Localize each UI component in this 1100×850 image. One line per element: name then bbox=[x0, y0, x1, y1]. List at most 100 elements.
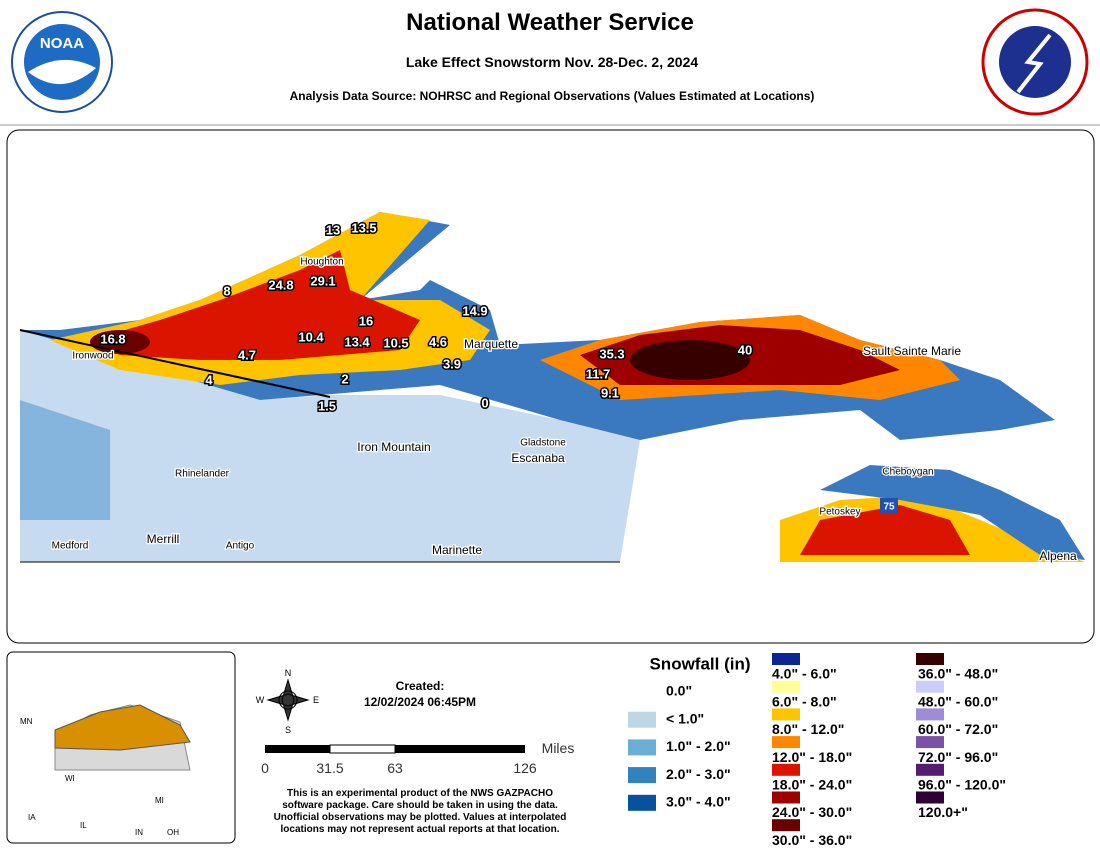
inset-label: IA bbox=[28, 813, 36, 822]
logo-text: NOAA bbox=[40, 35, 84, 52]
snow-region bbox=[90, 250, 420, 360]
legend-swatch bbox=[772, 791, 800, 804]
legend-title: Snowfall (in) bbox=[649, 654, 750, 673]
obs: 4.7 bbox=[238, 347, 256, 362]
inset-label: MN bbox=[20, 717, 33, 726]
legend-swatch bbox=[916, 680, 944, 693]
inset-label: IL bbox=[80, 821, 87, 830]
disclaimer: software package. Care should be taken i… bbox=[282, 800, 558, 811]
highway-label: 75 bbox=[883, 502, 895, 513]
legend-label: 48.0" - 60.0" bbox=[918, 693, 998, 709]
scale-tick: 126 bbox=[513, 760, 537, 776]
legend: 0.0" < 1.0" 1.0" - 2.0" 2.0" - 3.0" 3.0" - 4… bbox=[628, 653, 1006, 848]
obs: 2 bbox=[341, 371, 348, 386]
obs: 24.8 bbox=[268, 277, 293, 292]
scale-seg bbox=[329, 744, 396, 754]
obs: 40 bbox=[738, 342, 752, 357]
compass-rose bbox=[266, 678, 310, 722]
inset-label: WI bbox=[65, 774, 75, 783]
snow-region bbox=[800, 505, 970, 555]
created-label: Created: bbox=[396, 679, 445, 693]
state-border bbox=[19, 329, 331, 398]
city: Marinette bbox=[432, 543, 482, 557]
legend-label: 60.0" - 72.0" bbox=[918, 721, 998, 737]
compass-s: S bbox=[285, 725, 291, 735]
obs: 4.6 bbox=[429, 334, 447, 349]
disclaimer: locations may not represent actual repor… bbox=[281, 824, 560, 835]
city: Alpena bbox=[1039, 549, 1077, 563]
inset-label: OH bbox=[167, 828, 179, 837]
inset-label: IN bbox=[135, 828, 143, 837]
scale-tick: 0 bbox=[261, 760, 269, 776]
city: Antigo bbox=[226, 541, 255, 552]
obs: 14.9 bbox=[462, 303, 487, 318]
snow-core bbox=[630, 340, 750, 380]
source: Analysis Data Source: NOHRSC and Regiona… bbox=[290, 89, 815, 103]
scale-tick: 31.5 bbox=[316, 760, 343, 776]
snow-region bbox=[20, 330, 640, 562]
city: Petoskey bbox=[819, 507, 860, 518]
legend-label: 4.0" - 6.0" bbox=[772, 666, 837, 682]
legend-swatch bbox=[628, 739, 656, 756]
legend-label: 72.0" - 96.0" bbox=[918, 749, 998, 765]
legend-swatch bbox=[628, 794, 656, 811]
obs: 9.1 bbox=[601, 385, 619, 400]
legend-label: 1.0" - 2.0" bbox=[666, 738, 731, 754]
obs: 16 bbox=[359, 313, 373, 328]
snow-region bbox=[820, 465, 1085, 560]
obs: 1.5 bbox=[318, 398, 336, 413]
snow-map: 75 bbox=[19, 212, 1085, 563]
disclaimer: Unofficial observations may be plotted. … bbox=[274, 812, 567, 823]
city: Merrill bbox=[147, 532, 180, 546]
compass-e: E bbox=[313, 695, 319, 705]
title: National Weather Service bbox=[406, 9, 694, 36]
legend-swatch bbox=[628, 684, 656, 700]
city: Cheboygan bbox=[882, 467, 933, 478]
obs: 13.5 bbox=[351, 220, 376, 235]
observations: 16.8 13 13.5 29.1 24.8 8 10.4 16 13.4 10… bbox=[99, 219, 754, 415]
scale-unit: Miles bbox=[542, 740, 575, 756]
legend-swatch bbox=[772, 708, 800, 721]
legend-swatch bbox=[916, 708, 944, 721]
compass-w: W bbox=[256, 695, 265, 705]
obs: 4 bbox=[205, 372, 213, 387]
legend-label: 120.0+" bbox=[918, 804, 968, 820]
disclaimer: This is an experimental product of the N… bbox=[287, 788, 553, 799]
scale-seg bbox=[265, 745, 330, 753]
legend-swatch bbox=[628, 711, 656, 728]
obs: 10.5 bbox=[383, 335, 408, 350]
obs: 13.4 bbox=[344, 334, 370, 349]
city: Houghton bbox=[300, 257, 343, 268]
legend-swatch bbox=[772, 763, 800, 776]
scale-tick: 63 bbox=[387, 760, 403, 776]
legend-label: 8.0" - 12.0" bbox=[772, 721, 844, 737]
compass-n: N bbox=[285, 668, 292, 678]
obs: 29.1 bbox=[310, 273, 335, 288]
inset-label: MI bbox=[155, 796, 164, 805]
legend-label: 0.0" bbox=[666, 683, 692, 699]
obs: 16.8 bbox=[100, 331, 125, 346]
legend-label: 36.0" - 48.0" bbox=[918, 666, 998, 682]
legend-swatch bbox=[916, 763, 944, 776]
legend-swatch bbox=[772, 736, 800, 749]
compass-ring bbox=[278, 690, 298, 710]
legend-label: 18.0" - 24.0" bbox=[772, 777, 852, 793]
obs: 11.7 bbox=[586, 366, 611, 381]
subtitle: Lake Effect Snowstorm Nov. 28-Dec. 2, 20… bbox=[406, 54, 699, 70]
legend-swatch bbox=[772, 819, 800, 832]
city: Rhinelander bbox=[175, 469, 230, 480]
legend-label: 96.0" - 120.0" bbox=[918, 777, 1006, 793]
legend-label: 12.0" - 18.0" bbox=[772, 749, 852, 765]
noaa-bird bbox=[28, 59, 96, 85]
legend-swatch bbox=[772, 680, 800, 693]
legend-label: 2.0" - 3.0" bbox=[666, 766, 731, 782]
obs: 8 bbox=[223, 283, 230, 298]
nws-bolt bbox=[1016, 33, 1052, 94]
obs: 13 bbox=[326, 222, 340, 237]
city: Medford bbox=[52, 541, 89, 552]
highway-shield bbox=[880, 498, 898, 514]
snow-region bbox=[20, 400, 110, 520]
scale-seg bbox=[395, 745, 525, 753]
legend-swatch bbox=[916, 791, 944, 804]
